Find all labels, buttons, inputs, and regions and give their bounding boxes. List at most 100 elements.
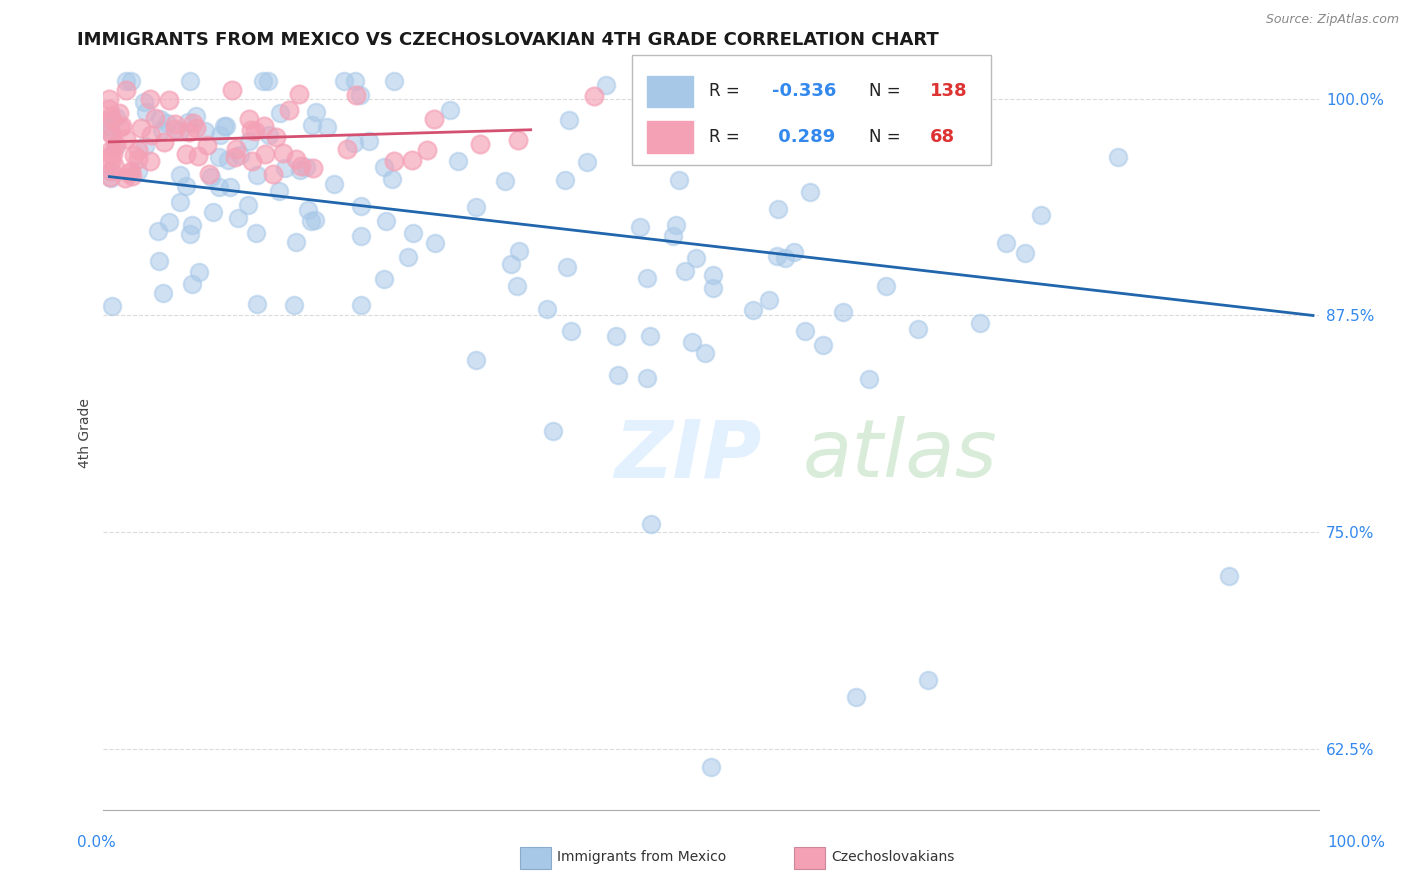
Text: R =: R = <box>709 82 745 101</box>
Point <box>382 154 405 169</box>
Point <box>765 249 787 263</box>
Point <box>163 117 186 131</box>
Text: N =: N = <box>869 128 905 145</box>
Point <box>508 244 530 259</box>
Point <box>693 346 716 360</box>
Point <box>782 245 804 260</box>
Point <box>131 121 153 136</box>
Point <box>628 220 651 235</box>
Point <box>139 92 162 106</box>
Point <box>246 297 269 311</box>
Point <box>447 153 470 168</box>
Point <box>238 134 260 148</box>
Point <box>875 279 897 293</box>
Point <box>423 112 446 126</box>
Y-axis label: 4th Grade: 4th Grade <box>79 398 93 467</box>
Text: ZIP: ZIP <box>614 417 761 494</box>
Point <box>149 112 172 127</box>
Point <box>284 235 307 249</box>
Point <box>264 129 287 144</box>
Point <box>176 147 198 161</box>
Point <box>995 236 1018 251</box>
Point <box>277 103 299 117</box>
Point <box>357 134 380 148</box>
Point <box>638 328 661 343</box>
FancyBboxPatch shape <box>647 120 693 153</box>
Point <box>290 159 312 173</box>
Point <box>381 171 404 186</box>
Point <box>153 135 176 149</box>
Point <box>179 227 201 242</box>
Text: N =: N = <box>869 82 905 101</box>
Point <box>104 137 127 152</box>
Point <box>117 167 139 181</box>
Point <box>98 92 121 106</box>
Point <box>226 211 249 225</box>
Point <box>416 143 439 157</box>
Point <box>156 116 179 130</box>
Point <box>181 116 204 130</box>
Point <box>101 299 124 313</box>
Point <box>134 95 156 110</box>
Point <box>1014 245 1036 260</box>
Point <box>350 199 373 213</box>
Point <box>468 136 491 151</box>
Point <box>662 229 685 244</box>
Point <box>274 161 297 175</box>
Point <box>640 516 662 531</box>
Point <box>98 102 121 116</box>
Point <box>673 264 696 278</box>
Point <box>273 145 295 160</box>
Point <box>135 104 157 119</box>
Point <box>181 218 204 232</box>
Point <box>194 124 217 138</box>
Point <box>302 161 325 175</box>
Point <box>236 197 259 211</box>
Point <box>285 152 308 166</box>
Point <box>636 371 658 385</box>
Point <box>114 74 136 88</box>
Point <box>344 74 367 88</box>
Point <box>208 151 231 165</box>
Point <box>858 372 880 386</box>
Point <box>240 154 263 169</box>
Point <box>333 74 356 88</box>
Point <box>851 115 873 129</box>
Point <box>217 153 239 168</box>
Point <box>1031 208 1053 222</box>
Point <box>243 124 266 138</box>
Point <box>100 112 122 127</box>
Point <box>245 226 267 240</box>
Text: Source: ZipAtlas.com: Source: ZipAtlas.com <box>1265 13 1399 27</box>
Point <box>373 272 395 286</box>
Point <box>262 167 284 181</box>
Point <box>187 265 209 279</box>
Point <box>198 168 221 182</box>
Point <box>794 324 817 338</box>
Text: 68: 68 <box>929 128 955 145</box>
Point <box>98 123 121 137</box>
Point <box>288 87 311 101</box>
Point <box>240 123 263 137</box>
Point <box>595 78 617 92</box>
Point <box>605 328 627 343</box>
Point <box>304 213 326 227</box>
Point <box>100 125 122 139</box>
Point <box>114 170 136 185</box>
Point <box>139 128 162 142</box>
Point <box>143 111 166 125</box>
Point <box>100 148 122 162</box>
Point <box>1218 569 1240 583</box>
Point <box>560 325 582 339</box>
Point <box>316 120 339 134</box>
Point <box>702 268 724 282</box>
Point <box>439 103 461 117</box>
Point <box>202 204 225 219</box>
Point <box>98 170 121 185</box>
Text: atlas: atlas <box>803 417 997 494</box>
Point <box>110 120 132 134</box>
Point <box>375 214 398 228</box>
Point <box>184 121 207 136</box>
Point <box>541 424 564 438</box>
Point <box>103 158 125 172</box>
